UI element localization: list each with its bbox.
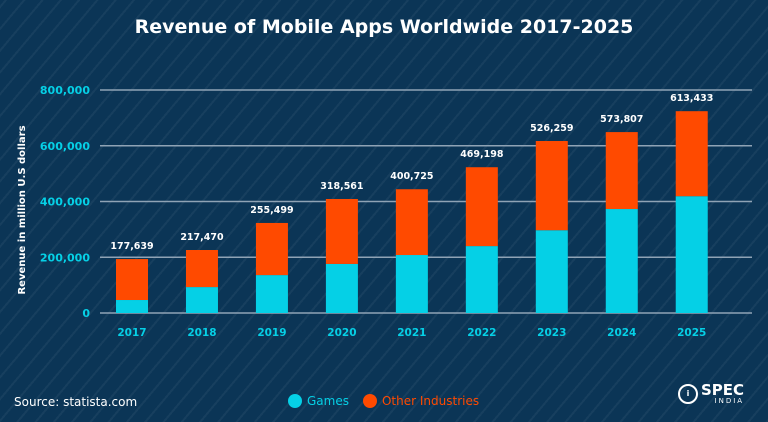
y-axis-label: Revenue in million U.S dollars	[17, 125, 28, 294]
bar-games-2017	[116, 300, 148, 313]
x-tick-label: 2020	[327, 327, 356, 339]
bar-games-2023	[535, 230, 568, 313]
legend: Games Other Industries	[288, 394, 479, 408]
x-tick-label: 2023	[537, 327, 566, 339]
bar-other-industries-2025	[675, 111, 708, 197]
bar-other-industries-2020	[325, 198, 358, 264]
bar-games-2025	[675, 196, 708, 313]
total-data-label: 217,470	[180, 232, 224, 243]
logo-subtext: INDIA	[714, 397, 745, 405]
x-tick-label: 2018	[187, 327, 216, 339]
total-data-label: 469,198	[460, 149, 504, 160]
bar-games-2018	[185, 287, 218, 313]
total-data-label: 400,725	[390, 171, 433, 182]
x-tick-label: 2024	[607, 327, 636, 339]
legend-label-other: Other Industries	[381, 394, 480, 408]
total-data-label: 613,433	[670, 93, 713, 104]
x-tick-label: 2017	[117, 327, 146, 339]
bar-games-2024	[605, 209, 638, 313]
y-tick-label: 0	[82, 307, 90, 320]
x-tick-label: 2021	[397, 327, 426, 339]
legend-item-games: Games	[288, 394, 349, 408]
total-data-label: 318,561	[320, 181, 363, 192]
chart-title: Revenue of Mobile Apps Worldwide 2017-20…	[134, 16, 634, 38]
legend-swatch-other	[362, 394, 377, 408]
bar-other-industries-2021	[395, 189, 428, 256]
bar-other-industries-2024	[605, 132, 638, 210]
bar-games-2019	[255, 275, 288, 313]
bar-games-2020	[325, 263, 358, 313]
total-data-label: 573,807	[600, 114, 643, 125]
x-tick-label: 2022	[467, 327, 496, 339]
bar-other-industries-2017	[116, 259, 148, 301]
bar-other-industries-2018	[185, 250, 218, 288]
y-tick-label: 800,000	[40, 84, 90, 97]
bar-games-2021	[395, 255, 428, 313]
total-data-label: 255,499	[250, 205, 293, 216]
legend-item-other: Other Industries	[362, 394, 480, 408]
legend-swatch-games	[288, 394, 302, 408]
total-data-label: 177,639	[110, 241, 153, 252]
y-tick-label: 400,000	[40, 196, 90, 209]
bar-other-industries-2019	[255, 222, 288, 276]
total-data-label: 526,259	[530, 123, 573, 134]
legend-label-games: Games	[307, 394, 349, 408]
bar-other-industries-2022	[465, 167, 498, 247]
logo-text: SPEC	[701, 381, 745, 399]
spec-india-logo: i SPEC INDIA	[678, 383, 744, 405]
source-text: Source: statista.com	[14, 395, 138, 409]
globe-icon: i	[678, 384, 698, 404]
y-tick-label: 200,000	[40, 251, 90, 264]
x-tick-label: 2025	[677, 327, 706, 339]
bar-other-industries-2023	[535, 141, 568, 231]
y-tick-label: 600,000	[40, 140, 90, 153]
x-tick-label: 2019	[257, 327, 286, 339]
bar-games-2022	[465, 246, 498, 313]
